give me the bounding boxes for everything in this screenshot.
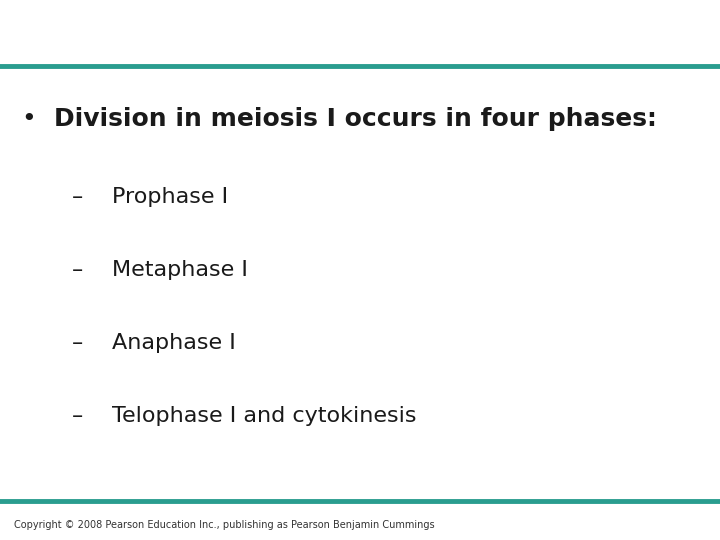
- Text: –: –: [72, 187, 84, 207]
- Text: Prophase I: Prophase I: [112, 187, 228, 207]
- Text: Copyright © 2008 Pearson Education Inc., publishing as Pearson Benjamin Cummings: Copyright © 2008 Pearson Education Inc.,…: [14, 520, 435, 530]
- Text: –: –: [72, 406, 84, 426]
- Text: •: •: [22, 107, 36, 131]
- Text: Metaphase I: Metaphase I: [112, 260, 248, 280]
- Text: Anaphase I: Anaphase I: [112, 333, 235, 353]
- Text: –: –: [72, 333, 84, 353]
- Text: Division in meiosis I occurs in four phases:: Division in meiosis I occurs in four pha…: [54, 107, 657, 131]
- Text: –: –: [72, 260, 84, 280]
- Text: Telophase I and cytokinesis: Telophase I and cytokinesis: [112, 406, 416, 426]
